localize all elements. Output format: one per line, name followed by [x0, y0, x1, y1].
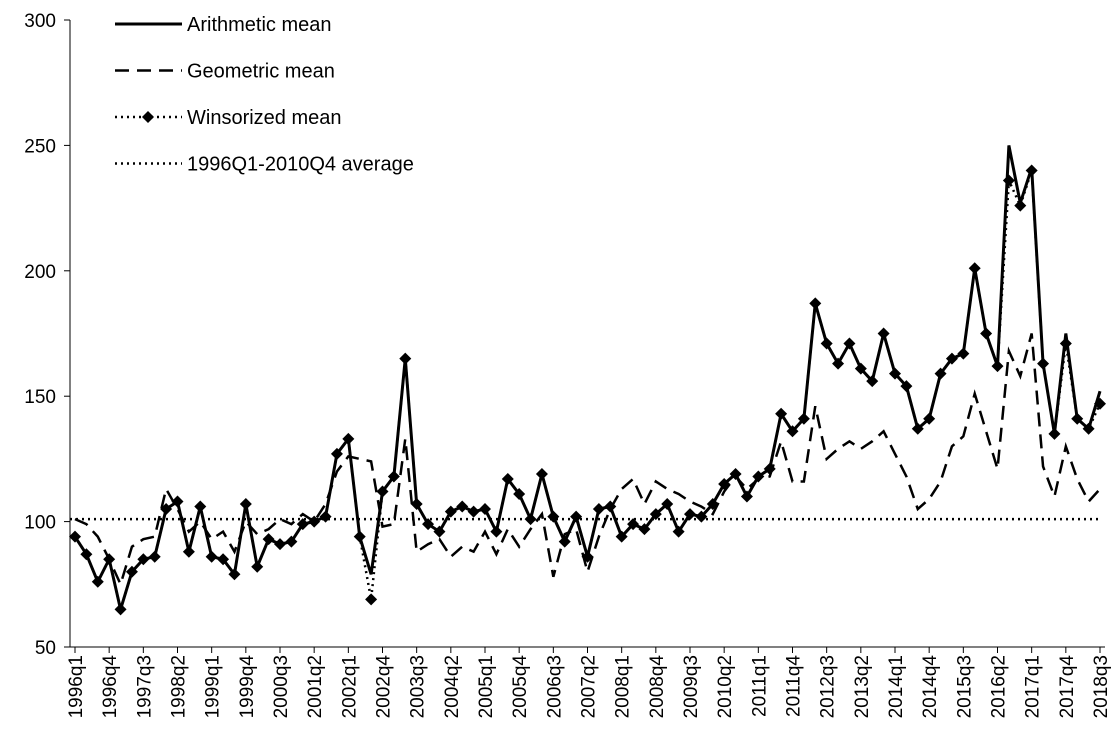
x-tick-label: 2018q3 — [1091, 655, 1112, 718]
legend-label: Winsorized mean — [187, 107, 342, 129]
diamond-marker — [1002, 174, 1015, 187]
y-tick-label: 50 — [35, 638, 56, 659]
x-tick-label: 1999q4 — [237, 655, 258, 719]
y-tick-label: 100 — [24, 513, 56, 534]
diamond-marker — [365, 593, 378, 606]
x-tick-label: 2005q1 — [476, 655, 497, 718]
series-line — [73, 170, 1102, 615]
x-tick-label: 2015q3 — [954, 655, 975, 718]
x-tick-label: 2014q4 — [920, 655, 941, 719]
x-tick-label: 2002q1 — [339, 655, 360, 718]
legend-marker — [142, 111, 154, 123]
x-tick-label: 2011q4 — [784, 655, 805, 717]
x-tick-label: 2010q2 — [715, 655, 736, 718]
x-tick-label: 1997q3 — [134, 655, 155, 718]
x-tick-label: 2017q1 — [1023, 655, 1044, 718]
y-tick-label: 200 — [24, 262, 56, 283]
legend-label: Geometric mean — [187, 61, 335, 83]
series-line — [74, 333, 1101, 588]
legend-label: Arithmetic mean — [187, 14, 332, 36]
x-tick-label: 1996q1 — [66, 655, 87, 718]
x-tick-label: 2011q1 — [749, 655, 770, 717]
y-tick-label: 250 — [24, 136, 56, 157]
x-tick-label: 2003q3 — [408, 655, 429, 718]
x-tick-label: 2013q2 — [852, 655, 873, 718]
x-tick-label: 2001q2 — [305, 655, 326, 718]
y-tick-label: 150 — [24, 387, 56, 408]
x-tick-label: 2007q2 — [579, 655, 600, 718]
x-tick-label: 1998q2 — [169, 655, 190, 718]
x-tick-label: 2017q4 — [1057, 655, 1078, 719]
x-tick-label: 2012q3 — [818, 655, 839, 718]
x-tick-label: 2014q1 — [886, 655, 907, 718]
x-tick-label: 2002q4 — [374, 655, 395, 719]
x-tick-label: 2000q3 — [271, 655, 292, 718]
x-tick-label: 2009q3 — [681, 655, 702, 718]
x-tick-label: 1999q1 — [203, 655, 224, 718]
y-tick-label: 300 — [24, 11, 56, 32]
x-tick-label: 2008q4 — [647, 655, 668, 719]
x-tick-label: 2008q1 — [613, 655, 634, 718]
legend-label: 1996Q1-2010Q4 average — [187, 154, 414, 176]
series-line — [73, 145, 1102, 616]
x-tick-label: 2004q2 — [442, 655, 463, 718]
x-tick-label: 2005q4 — [510, 655, 531, 719]
x-tick-label: 2006q3 — [544, 655, 565, 718]
x-tick-label: 1996q4 — [100, 655, 121, 719]
x-tick-label: 2016q2 — [989, 655, 1010, 718]
